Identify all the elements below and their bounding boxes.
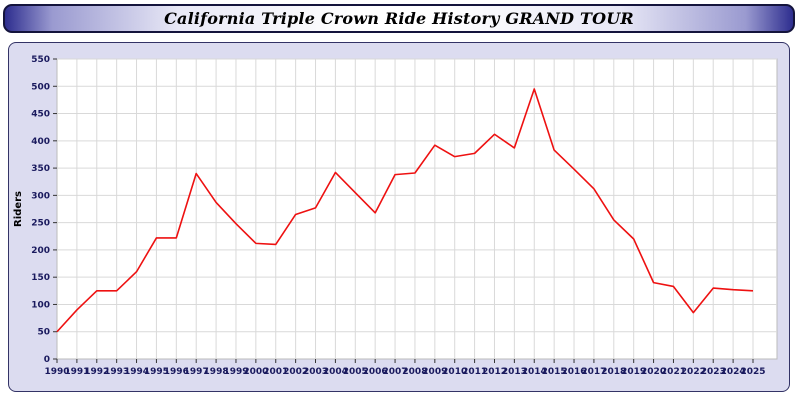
y-tick-label: 50 (37, 328, 50, 338)
y-tick-label: 150 (31, 273, 50, 283)
x-tick-label: 2005 (343, 367, 368, 377)
x-tick-label: 2004 (323, 367, 348, 377)
y-tick-label: 550 (31, 55, 50, 65)
x-tick-label: 2019 (621, 367, 646, 377)
y-tick-label: 100 (31, 300, 50, 310)
x-tick-label: 2023 (701, 367, 726, 377)
header-bar: California Triple Crown Ride History GRA… (3, 4, 795, 33)
x-tick-label: 2024 (721, 367, 746, 377)
x-tick-label: 2006 (363, 367, 388, 377)
y-tick-label: 450 (31, 110, 50, 120)
y-tick-label: 400 (31, 137, 50, 147)
x-tick-label: 2010 (442, 367, 467, 377)
x-tick-label: 2015 (542, 367, 567, 377)
x-tick-label: 2020 (641, 367, 666, 377)
x-tick-label: 1997 (184, 367, 209, 377)
x-tick-label: 2008 (402, 367, 427, 377)
x-tick-label: 1990 (44, 367, 69, 377)
y-tick-label: 250 (31, 219, 50, 229)
y-tick-label: 0 (44, 355, 50, 365)
x-tick-label: 1991 (64, 367, 89, 377)
x-tick-label: 2021 (661, 367, 686, 377)
x-tick-label: 2014 (522, 367, 547, 377)
ride-history-chart: 0501001502002503003504004505005501990199… (13, 55, 778, 377)
axis-ticks (53, 58, 754, 363)
x-tick-label: 2011 (462, 367, 487, 377)
x-tick-label: 2018 (601, 367, 626, 377)
x-tick-label: 2009 (422, 367, 447, 377)
x-tick-label: 2022 (681, 367, 706, 377)
x-tick-label: 2003 (303, 367, 328, 377)
x-tick-label: 1994 (124, 367, 149, 377)
x-tick-label: 2016 (561, 367, 586, 377)
x-tick-label: 1999 (223, 367, 248, 377)
y-tick-label: 200 (31, 246, 50, 256)
chart-panel: 0 50 100 150 200 250 300 350 400 450 500 550 1990 199… (8, 42, 790, 392)
page-title: California Triple Crown Ride History GRA… (164, 9, 634, 28)
x-tick-label: 2007 (383, 367, 408, 377)
x-tick-label: 1998 (204, 367, 229, 377)
plot-area (56, 58, 778, 360)
x-tick-label: 2013 (502, 367, 527, 377)
x-tick-label: 2025 (740, 367, 765, 377)
axis-labels: 0501001502002503003504004505005501990199… (31, 55, 765, 377)
y-tick-label: 500 (31, 82, 50, 92)
gridlines (57, 58, 777, 359)
x-tick-label: 2001 (263, 367, 288, 377)
x-tick-label: 2017 (581, 367, 606, 377)
y-tick-label: 350 (31, 164, 50, 174)
x-tick-label: 1995 (144, 367, 169, 377)
y-axis-title: Riders (13, 191, 24, 227)
x-tick-label: 1993 (104, 367, 129, 377)
x-tick-label: 2000 (243, 367, 268, 377)
y-tick-label: 300 (31, 191, 50, 201)
x-tick-label: 1992 (84, 367, 109, 377)
x-tick-label: 2012 (482, 367, 507, 377)
x-tick-label: 2002 (283, 367, 308, 377)
x-tick-label: 1996 (164, 367, 189, 377)
riders-line (56, 88, 754, 333)
